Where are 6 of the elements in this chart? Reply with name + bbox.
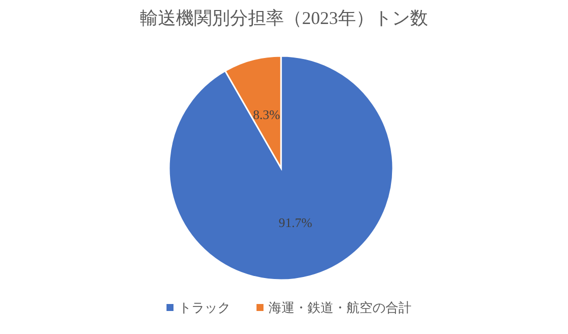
legend-label: トラック	[178, 300, 230, 315]
pie-slice	[168, 55, 394, 281]
legend-label: 海運・鉄道・航空の合計	[268, 300, 412, 315]
chart-title: 輸送機関別分担率（2023年）トン数	[140, 8, 428, 28]
data-label: 91.7%	[278, 215, 312, 230]
data-label: 8.3%	[253, 106, 280, 122]
